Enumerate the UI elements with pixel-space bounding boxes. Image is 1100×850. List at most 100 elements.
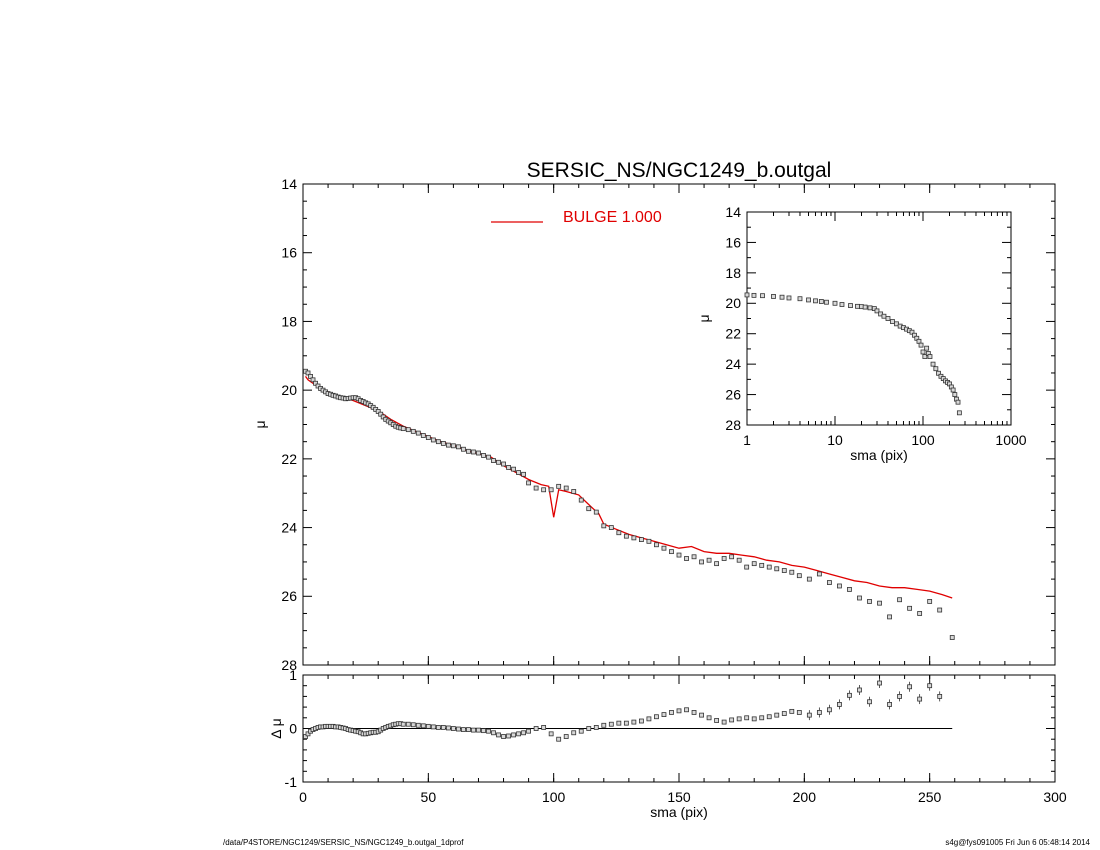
residual-point — [816, 710, 822, 715]
inset-data-point — [874, 308, 880, 314]
residual-point — [571, 730, 577, 736]
residual-point — [937, 694, 943, 699]
y-axis-label: μ — [696, 314, 712, 322]
residual-point — [491, 730, 496, 736]
data-point — [691, 554, 697, 560]
data-point — [654, 542, 659, 548]
y-tick-label: 28 — [281, 657, 297, 673]
residual-point — [450, 726, 456, 731]
data-point — [415, 430, 421, 436]
data-point — [699, 559, 704, 565]
residual-point — [608, 721, 614, 727]
y-tick-label: 24 — [725, 356, 741, 372]
data-point — [736, 557, 742, 563]
data-point — [541, 487, 547, 493]
data-point — [501, 461, 506, 467]
y-tick-label: 26 — [725, 386, 741, 402]
y-tick-label: -1 — [285, 774, 298, 790]
data-point — [639, 537, 644, 542]
footer-file-path: /data/P4STORE/NGC1249/SERSIC_NS/NGC1249_… — [223, 838, 464, 847]
data-point — [721, 556, 727, 561]
y-tick-label: 26 — [281, 588, 297, 604]
data-point — [491, 458, 496, 463]
data-point — [827, 580, 832, 585]
data-point — [548, 487, 554, 493]
residual-point — [471, 727, 476, 733]
y-tick-label: 16 — [281, 245, 297, 261]
inset-data-point — [760, 293, 765, 299]
residual-point — [766, 714, 772, 720]
residual-point — [774, 712, 780, 718]
inset-data-point — [881, 313, 887, 319]
inset-data-point — [839, 302, 845, 307]
x-tick-label: 150 — [667, 789, 691, 805]
residual-point — [405, 721, 411, 727]
y-tick-label: 18 — [725, 265, 741, 281]
data-point — [684, 556, 689, 561]
data-point — [420, 433, 426, 438]
residual-point — [506, 733, 511, 739]
x-axis-label: sma (pix) — [850, 447, 908, 463]
legend-label: BULGE 1.000 — [563, 209, 662, 226]
data-point — [563, 485, 569, 491]
residual-point — [461, 727, 466, 732]
x-tick-label: 1 — [743, 432, 751, 448]
inset-data-point — [930, 361, 936, 367]
inset-data-point — [956, 410, 962, 416]
data-point — [450, 443, 456, 449]
residual-point — [927, 683, 933, 689]
data-point — [593, 509, 599, 515]
residual-point — [684, 707, 689, 713]
inset-data-point — [813, 298, 818, 304]
y-tick-label: 1 — [289, 667, 297, 683]
data-point — [897, 597, 902, 603]
residual-point — [721, 719, 727, 725]
residual-point — [917, 696, 923, 702]
residual-point — [806, 712, 812, 718]
residual-point — [601, 722, 607, 728]
data-point — [516, 470, 521, 476]
inset-data-point — [771, 294, 776, 299]
data-point — [305, 370, 311, 376]
data-point — [400, 426, 406, 432]
inset-data-point — [862, 304, 868, 310]
residual-point — [593, 725, 599, 730]
y-tick-label: 14 — [725, 204, 741, 220]
residual-point — [867, 699, 872, 705]
residual-point — [877, 680, 882, 686]
data-point — [907, 605, 913, 611]
data-point — [623, 533, 629, 539]
data-point — [375, 409, 381, 414]
data-point — [445, 442, 451, 448]
residual-point — [466, 727, 471, 732]
data-point — [789, 569, 795, 575]
residual-point — [706, 715, 712, 721]
inset-data-point — [744, 292, 750, 298]
data-point — [601, 523, 607, 529]
residual-point — [420, 723, 426, 729]
residual-point — [669, 710, 674, 715]
inset-data-point — [927, 354, 933, 359]
residual-point — [526, 728, 531, 734]
residual-point — [616, 720, 622, 726]
data-point — [616, 530, 622, 536]
inset-data-point — [779, 294, 785, 300]
data-point — [867, 599, 872, 604]
data-point — [917, 611, 923, 616]
inset-data-point — [922, 354, 928, 359]
residual-point — [440, 725, 446, 730]
y-axis-label: Δ μ — [268, 718, 284, 739]
inset-data-point — [818, 299, 824, 304]
inset-data-point — [806, 297, 811, 303]
residual-point — [676, 708, 682, 714]
data-point — [759, 562, 765, 568]
x-axis-label: sma (pix) — [650, 804, 708, 820]
data-point — [766, 564, 772, 570]
residual-point — [415, 722, 421, 728]
data-point — [706, 557, 712, 563]
y-tick-label: 14 — [281, 176, 297, 192]
data-point — [949, 635, 955, 640]
footer-timestamp: s4g@fys091005 Fri Jun 6 05:48:14 2014 — [945, 838, 1090, 847]
residual-point — [305, 731, 311, 737]
